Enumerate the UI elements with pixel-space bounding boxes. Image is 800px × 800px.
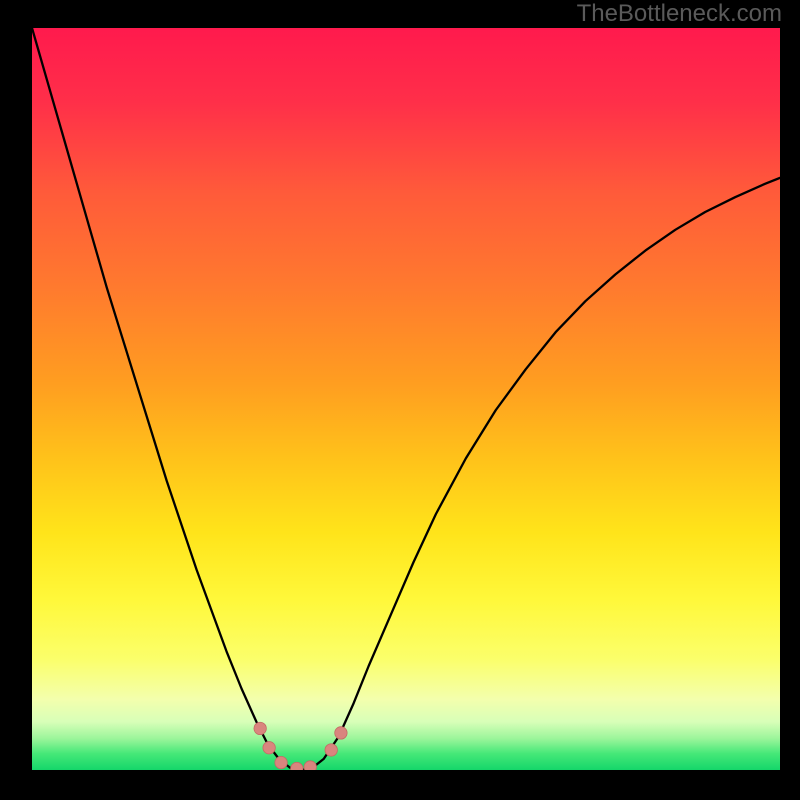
curve-marker [304,761,316,770]
gradient-background [32,28,780,770]
watermark-text: TheBottleneck.com [577,0,782,28]
plot-area [32,28,780,770]
chart-svg [32,28,780,770]
curve-marker [325,744,337,756]
curve-marker [275,756,287,768]
curve-marker [335,727,347,739]
curve-marker [254,722,266,734]
curve-marker [263,742,275,754]
